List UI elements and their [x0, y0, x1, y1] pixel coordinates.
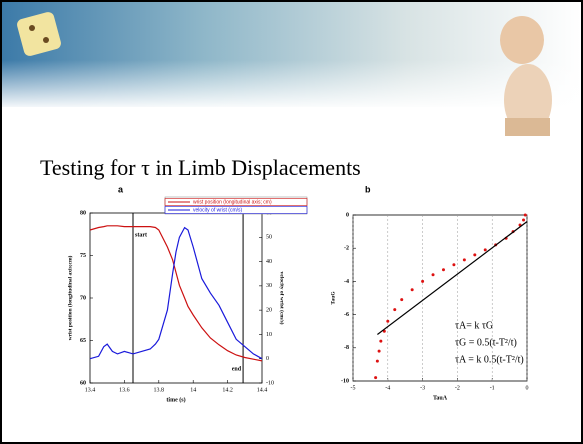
- scatter-point: [452, 263, 456, 267]
- scatter-point: [523, 213, 527, 217]
- scatter-point: [441, 268, 445, 272]
- y2-tick-label: 0: [266, 356, 269, 362]
- dice: [17, 12, 61, 56]
- legend-swatch-frame: [164, 198, 308, 206]
- x-tick-label: -3: [420, 385, 425, 391]
- y2-axis-label: velocity of wrist (cm/s): [279, 272, 286, 325]
- x-axis-label: time (s): [166, 396, 185, 403]
- equation: τA= k τG: [455, 320, 493, 331]
- x-tick-label: 14: [190, 387, 196, 393]
- y2-tick-label: 40: [266, 259, 272, 265]
- y-tick-label: 60: [80, 380, 86, 386]
- scatter-point: [400, 298, 404, 302]
- x-tick-label: -1: [490, 385, 495, 391]
- y-tick-label: 80: [80, 210, 86, 216]
- y2-tick-label: 20: [266, 308, 272, 314]
- x-tick-label: -4: [385, 385, 390, 391]
- plot-frame: [352, 214, 528, 382]
- equation: τA = k 0.5(t-T²/t): [455, 354, 524, 365]
- y-tick-label: -4: [344, 279, 349, 285]
- x-tick-label: 13.4: [85, 387, 96, 393]
- y-tick-label: 65: [80, 338, 86, 344]
- scatter-point: [386, 319, 390, 323]
- scatter-point: [462, 258, 466, 262]
- baby-image: [500, 16, 552, 136]
- y-tick-label: 75: [80, 253, 86, 259]
- y-tick-label: 70: [80, 295, 86, 301]
- y2-tick-label: -10: [266, 380, 274, 386]
- scatter-point: [379, 339, 383, 343]
- data-line: [89, 225, 263, 362]
- scatter-point: [374, 376, 378, 380]
- equation: τG = 0.5(t-T²/t): [455, 337, 517, 348]
- data-line: [89, 226, 263, 360]
- event-label: end: [232, 366, 242, 372]
- panel-label: a: [118, 184, 124, 194]
- x-tick-label: 13.6: [119, 387, 130, 393]
- legend-label: velocity of wrist (cm/s): [193, 207, 243, 213]
- y-axis-label: TauG: [330, 291, 336, 305]
- y-tick-label: -6: [344, 312, 349, 318]
- event-label: start: [135, 232, 147, 238]
- x-tick-label: 13.8: [154, 387, 165, 393]
- scatter-point: [483, 248, 487, 252]
- scatter-point: [375, 359, 379, 363]
- data-line: [377, 221, 528, 335]
- x-tick-label: 0: [526, 385, 529, 391]
- x-tick-label: -2: [455, 385, 460, 391]
- x-tick-label: 14.2: [222, 387, 233, 393]
- legend-label: wrist position (longitudinal axis; cm): [193, 199, 272, 205]
- y-tick-label: -8: [344, 345, 349, 351]
- scatter-point: [522, 218, 526, 222]
- x-tick-label: -5: [351, 385, 356, 391]
- y-tick-label: 0: [346, 212, 349, 218]
- scatter-point: [410, 288, 414, 292]
- y-tick-label: -10: [341, 378, 349, 384]
- y2-tick-label: 10: [266, 332, 272, 338]
- scatter-point: [377, 349, 381, 353]
- y-axis-label: wrist position (longitudinal axis;cm): [66, 255, 73, 340]
- x-axis-label: TauA: [433, 395, 448, 401]
- banner-fade: [2, 60, 581, 110]
- scatter-point: [421, 279, 425, 283]
- x-tick-label: 14.4: [257, 387, 268, 393]
- y2-tick-label: 50: [266, 235, 272, 241]
- scatter-point: [473, 253, 477, 257]
- slide-title: Testing for τ in Limb Displacements: [40, 155, 361, 180]
- legend-swatch-frame: [164, 206, 308, 214]
- scatter-point: [431, 273, 435, 277]
- scatter-point: [393, 308, 397, 312]
- y2-tick-label: 30: [266, 283, 272, 289]
- y-tick-label: -2: [344, 246, 349, 252]
- panel-label: b: [365, 184, 371, 194]
